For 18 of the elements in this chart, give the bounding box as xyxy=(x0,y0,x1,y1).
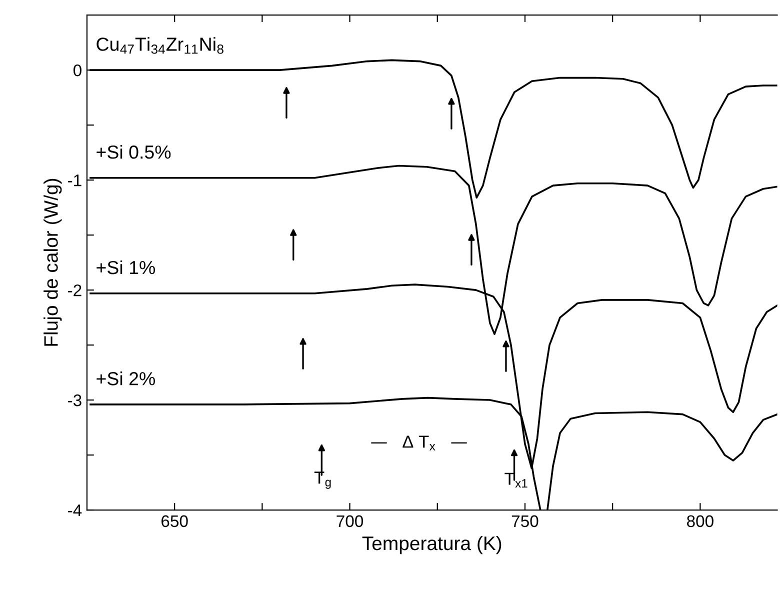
series-label: +Si 2% xyxy=(96,372,155,386)
x-tick-label: 700 xyxy=(336,515,364,528)
legend-label: Cu$_{47}$Ti$_{34}$Zr$_{11}$Ni$_{8}$ xyxy=(96,37,224,54)
y-tick-label: 0 xyxy=(73,64,82,76)
x-axis-title: Temperatura (K) xyxy=(362,536,502,554)
y-tick-label: -2 xyxy=(68,284,82,296)
line-series xyxy=(90,59,778,199)
series-label: +Si 1% xyxy=(96,260,155,274)
text: — Δ T$_{x}$ — xyxy=(371,436,467,450)
x-tick-label: 800 xyxy=(687,515,714,528)
x-tick-label: 750 xyxy=(512,515,538,528)
y-axis-title: Flujo de calor (W/g) xyxy=(44,178,62,346)
x-tick-label: 650 xyxy=(162,515,188,528)
series-label: +Si 0.5% xyxy=(96,144,171,159)
annotation: T$_{x1}$ xyxy=(504,472,528,488)
y-tick-label: -4 xyxy=(68,504,82,516)
y-tick-label: -3 xyxy=(68,394,82,406)
y-tick-label: -1 xyxy=(68,174,82,186)
